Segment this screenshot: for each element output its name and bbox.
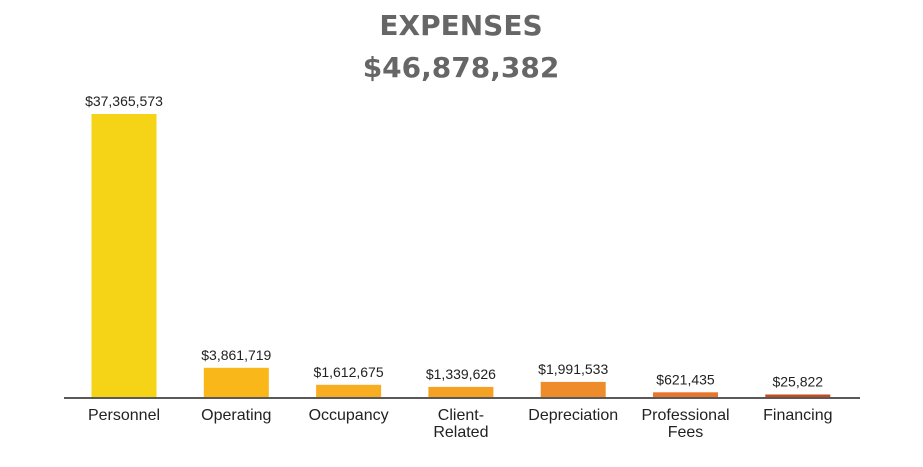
category-label-5-line-0: Professional bbox=[641, 407, 729, 424]
value-label-5: $621,435 bbox=[656, 371, 715, 387]
category-label-2: Occupancy bbox=[309, 407, 389, 424]
category-label-3-line-0: Client- bbox=[438, 407, 484, 424]
value-label-1: $3,861,719 bbox=[201, 347, 271, 363]
bar-0 bbox=[91, 114, 157, 397]
bars-group: $37,365,573 $3,861,719 $1,612,675 $1,339,62… bbox=[85, 93, 831, 397]
category-label-0: Personnel bbox=[88, 407, 160, 424]
value-label-2: $1,612,675 bbox=[314, 364, 384, 380]
category-label-6: Financing bbox=[763, 407, 832, 424]
category-label-3-line-1: Related bbox=[433, 424, 488, 441]
bar-3 bbox=[428, 386, 494, 397]
bar-5 bbox=[653, 392, 718, 397]
chart-title: EXPENSES bbox=[379, 9, 542, 42]
chart-subtitle-total: $46,878,382 bbox=[363, 51, 560, 84]
value-label-0: $37,365,573 bbox=[85, 93, 163, 109]
category-labels-group: Personnel Operating Occupancy Client-Relate… bbox=[88, 407, 833, 441]
value-label-3: $1,339,626 bbox=[426, 366, 496, 382]
category-label-4: Depreciation bbox=[528, 407, 618, 424]
bar-6 bbox=[765, 394, 831, 397]
category-label-5-line-1: Fees bbox=[668, 424, 704, 441]
bar-4 bbox=[540, 381, 606, 397]
value-label-6: $25,822 bbox=[772, 374, 823, 390]
category-label-1: Operating bbox=[201, 407, 271, 424]
value-label-4: $1,991,533 bbox=[538, 361, 608, 377]
bar-2 bbox=[316, 384, 382, 397]
bar-1 bbox=[203, 367, 269, 397]
